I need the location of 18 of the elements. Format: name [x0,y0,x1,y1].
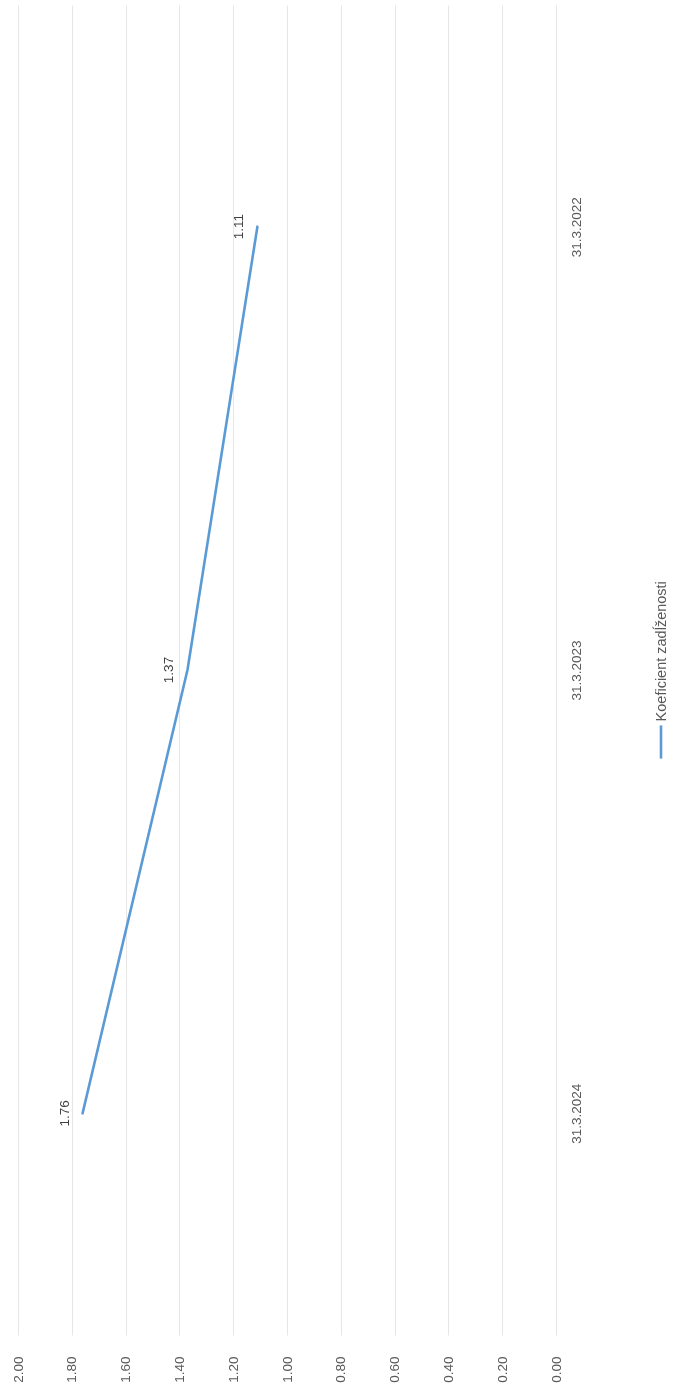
data-label: 1.11 [231,214,247,240]
x-tick-label: 0.40 [440,1356,456,1383]
x-tick-label: 1.80 [64,1356,80,1383]
y-tick-label: 31.3.2023 [568,640,584,701]
x-tick-label: 0.60 [387,1356,403,1383]
x-tick-label: 2.00 [10,1356,26,1383]
y-tick-label: 31.3.2024 [568,1083,584,1144]
x-tick-label: 1.60 [118,1356,134,1383]
data-label: 1.37 [161,656,177,684]
x-tick-label: 1.00 [279,1356,295,1383]
text: Koeficient zadĺženosti [652,581,670,722]
x-tick-label: 0.00 [548,1356,564,1383]
y-tick-label: 31.3.2022 [568,197,584,258]
data-label: 1.76 [56,1100,72,1127]
x-tick-label: 0.80 [333,1356,349,1383]
x-tick-label: 1.40 [171,1356,187,1383]
x-tick-label: 1.20 [225,1356,241,1383]
x-tick-label: 0.20 [494,1356,510,1383]
